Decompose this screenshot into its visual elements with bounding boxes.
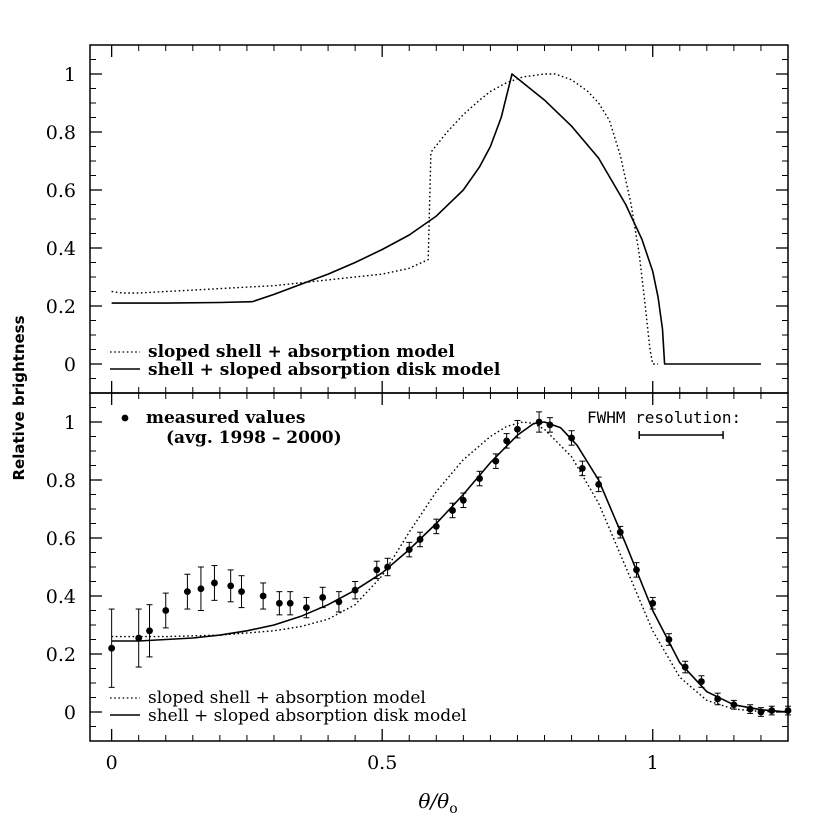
measured-point	[351, 586, 359, 594]
measured-point	[568, 434, 575, 442]
measured-point	[578, 465, 586, 472]
top-legend-dotted-label: sloped shell + absorption model	[148, 342, 455, 362]
measured-point	[432, 523, 440, 530]
measured-point	[449, 507, 456, 514]
top-panel-series	[111, 73, 761, 365]
measured-point	[616, 528, 624, 536]
measured-point	[784, 707, 792, 714]
measured-point	[633, 566, 640, 574]
x-axis-title-subscript: o	[449, 801, 457, 817]
top-ytick-label: 1	[64, 64, 76, 86]
bottom-panel: 0 0.2 0.4 0.6 0.8 1 0 0.5 1 measured values (avg…	[46, 392, 792, 774]
bottom-ytick-label: 1	[64, 412, 76, 434]
top-panel: 0 0.2 0.4 0.6 0.8 1 sloped shell + absorption…	[46, 44, 789, 394]
measured-point	[303, 604, 310, 611]
top-panel-legend: sloped shell + absorption model shell + …	[110, 342, 501, 380]
fwhm-annotation: FWHM resolution:	[587, 408, 741, 440]
y-axis-title: Relative brightness	[10, 315, 28, 480]
measured-point	[595, 480, 603, 488]
measured-point	[665, 636, 673, 643]
top-ytick-label: 0.2	[46, 296, 76, 318]
bottom-legend-solid-label: shell + sloped absorption disk model	[148, 706, 467, 726]
bottom-dotted-model-line	[111, 421, 789, 713]
measured-point	[649, 599, 657, 607]
bottom-panel-ticks	[90, 392, 789, 742]
top-panel-ticks	[90, 44, 789, 394]
bottom-ytick-label: 0.2	[46, 644, 76, 666]
measured-point	[135, 634, 143, 642]
measured-point	[211, 579, 218, 587]
top-ytick-label: 0.8	[46, 122, 76, 144]
measured-point	[319, 594, 327, 601]
top-panel-tick-labels: 0 0.2 0.4 0.6 0.8 1	[46, 64, 76, 376]
x-axis-title: θ/θo	[418, 789, 457, 817]
measured-point	[259, 592, 267, 600]
measured-point	[286, 599, 294, 607]
measured-point	[492, 457, 500, 465]
top-panel-frame	[89, 44, 789, 394]
measured-point	[746, 705, 754, 713]
measured-point	[238, 588, 245, 596]
bottom-xtick-label: 0	[106, 752, 118, 774]
measured-point	[183, 588, 191, 596]
measured-point	[416, 536, 424, 543]
top-ytick-label: 0.4	[46, 238, 76, 260]
top-solid-model-line	[111, 73, 761, 365]
bottom-ytick-label: 0	[64, 702, 76, 724]
fwhm-bar	[638, 431, 724, 440]
measured-point	[514, 425, 521, 433]
measured-point	[227, 582, 235, 590]
measured-point	[275, 599, 283, 607]
measured-point	[405, 546, 413, 553]
bottom-legend-measured-note: (avg. 1998 – 2000)	[166, 428, 342, 448]
measured-point	[162, 607, 170, 614]
x-axis-title-main: θ/θ	[418, 789, 449, 813]
measured-point	[698, 678, 705, 685]
top-ytick-label: 0.6	[46, 180, 76, 202]
measured-point	[476, 475, 483, 482]
measured-point	[546, 421, 554, 429]
measured-point	[535, 418, 543, 426]
bottom-panel-legend: measured values (avg. 1998 – 2000) slope…	[110, 408, 467, 726]
measured-point	[373, 566, 381, 574]
bottom-legend-measured-label: measured values	[146, 408, 305, 428]
measured-point	[335, 598, 343, 606]
bottom-xtick-label: 0.5	[367, 752, 397, 774]
measured-point	[108, 644, 116, 652]
measured-point	[768, 707, 776, 714]
bottom-ytick-label: 0.8	[46, 470, 76, 492]
measured-point	[459, 496, 467, 504]
bottom-panel-tick-labels: 0 0.2 0.4 0.6 0.8 1 0 0.5 1	[46, 412, 659, 774]
bottom-ytick-label: 0.4	[46, 586, 76, 608]
measured-point	[714, 695, 722, 703]
bottom-legend-dotted-label: sloped shell + absorption model	[148, 688, 426, 708]
measured-point	[757, 708, 765, 716]
bottom-ytick-label: 0.6	[46, 528, 76, 550]
measured-point	[503, 437, 511, 445]
bottom-panel-measured-points	[108, 411, 792, 717]
bottom-legend-point-sample	[121, 414, 129, 422]
top-legend-solid-label: shell + sloped absorption disk model	[148, 360, 501, 380]
top-dotted-model-line	[111, 73, 659, 365]
top-ytick-label: 0	[64, 354, 76, 376]
fwhm-label: FWHM resolution:	[587, 408, 741, 427]
measured-point	[197, 585, 205, 593]
measured-point	[681, 663, 689, 671]
measured-point	[730, 701, 738, 709]
measured-point	[384, 563, 391, 571]
bottom-xtick-label: 1	[647, 752, 659, 774]
measured-point	[146, 627, 153, 635]
